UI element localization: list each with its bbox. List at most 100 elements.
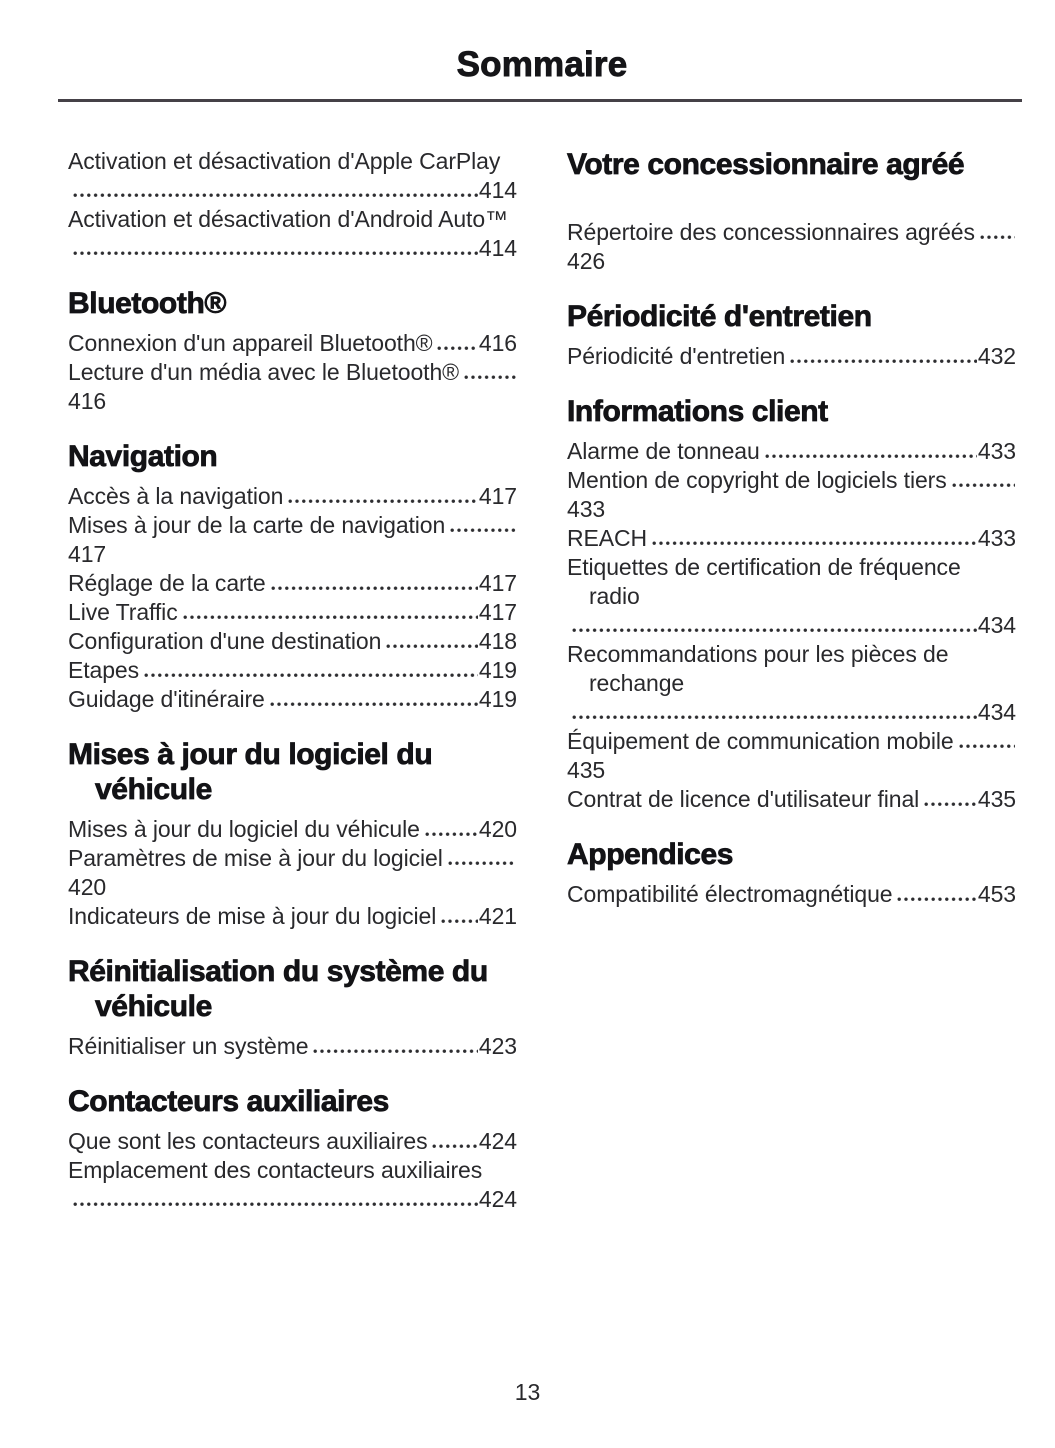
dotted-leader [73,193,478,198]
section-heading: Informations client [567,395,829,429]
toc-section: Contacteurs auxiliaires Que sont les cont… [68,1084,518,1214]
toc-section: Mises à jour du logiciel du véhicule Mise… [68,737,518,931]
entry-label: Activation et désactivation d'Apple CarP… [68,148,501,174]
entry-label: Réinitialiser un système [68,1033,309,1059]
toc-entry: Activation et désactivation d'Android Au… [68,205,517,263]
toc-entry: Mises à jour du logiciel du véhicule 420 [68,815,517,844]
toc-entry: Mention de copyright de logiciels tiers 4… [567,466,1016,524]
dotted-leader [270,586,478,591]
toc-column-left: Activation et désactivation d'Apple CarP… [68,147,518,1214]
entry-page-number: 419 [478,686,517,712]
section-entries: Compatibilité électromagnétique 453 [567,880,1016,909]
entry-page-number: 418 [478,628,517,654]
toc-column-right: Votre concessionnaire agréé Répertoire de… [567,147,1017,1214]
toc-section: Informations client Alarme de tonneau 433 M… [567,394,1017,814]
toc-entry: Indicateurs de mise à jour du logiciel 42… [68,902,517,931]
toc-entry: Mises à jour de la carte de navigation 41… [68,511,517,569]
dotted-leader [652,541,977,546]
dotted-leader [979,235,1015,240]
dotted-leader [951,483,1015,488]
entry-page-number: 420 [478,816,517,842]
dotted-leader [432,1144,478,1149]
dotted-leader [288,499,478,504]
entry-page-number: 420 [68,874,107,900]
toc-entry: Connexion d'un appareil Bluetooth® 416 [68,329,517,358]
toc-entry: REACH 433 [567,524,1016,553]
toc-entry: Emplacement des contacteurs auxiliaires 4… [68,1156,517,1214]
toc-entry: Équipement de communication mobile 435 [567,727,1016,785]
dotted-leader [764,454,977,459]
section-heading: Navigation [68,440,219,474]
section-entries: Activation et désactivation d'Apple CarP… [68,147,517,263]
toc-section: Appendices Compatibilité électromagnétiqu… [567,837,1017,909]
toc-entry: Etiquettes de certification de fréquence… [567,553,1016,640]
toc-columns: Activation et désactivation d'Apple CarP… [68,147,1017,1214]
entry-label: Emplacement des contacteurs auxiliaires [68,1157,483,1183]
toc-section: Votre concessionnaire agréé Répertoire de… [567,147,1016,276]
dotted-leader [447,861,516,866]
dotted-leader [424,832,478,837]
toc-section: Réinitialisation du système du véhicule R… [68,954,518,1061]
section-heading: Appendices [567,838,734,872]
dotted-leader [897,897,977,902]
entry-page-number: 434 [977,699,1016,725]
entry-label: Équipement de communication mobile [567,728,954,754]
entry-page-number: 433 [977,438,1016,464]
entry-label: Répertoire des concessionnaires agréés [567,219,975,245]
dotted-leader [958,744,1015,749]
entry-label: Etiquettes de certification de fréquence… [567,554,961,609]
section-heading: Réinitialisation du système du véhicule [68,955,489,1024]
toc-entry: Alarme de tonneau 433 [567,437,1016,466]
page-title: Sommaire [456,45,628,85]
entry-label: Configuration d'une destination [68,628,382,654]
toc-entry: Configuration d'une destination 418 [68,627,517,656]
dotted-leader [924,802,977,807]
toc-entry: Réglage de la carte 417 [68,569,517,598]
entry-page-number: 417 [478,570,517,596]
entry-label: REACH [567,525,648,551]
entry-page-number: 434 [977,612,1016,638]
dotted-leader [441,919,478,924]
toc-entry: Etapes 419 [68,656,517,685]
entry-page-number: 435 [977,786,1016,812]
toc-entry: Compatibilité électromagnétique 453 [567,880,1016,909]
dotted-leader [572,715,977,720]
toc-entry: Activation et désactivation d'Apple CarP… [68,147,517,205]
toc-entry: Répertoire des concessionnaires agréés 42… [567,218,1016,276]
dotted-leader [790,359,977,364]
entry-page-number: 433 [567,496,606,522]
entry-label: Mention de copyright de logiciels tiers [567,467,947,493]
section-entries: Périodicité d'entretien 432 [567,342,1016,371]
entry-page-number: 424 [478,1128,517,1154]
dotted-leader [386,644,478,649]
section-entries: Alarme de tonneau 433 Mention de copyright… [567,437,1016,814]
section-heading: Périodicité d'entretien [567,300,873,334]
section-entries: Que sont les contacteurs auxiliaires 424 E… [68,1127,517,1214]
toc-entry: Live Traffic 417 [68,598,517,627]
entry-label: Périodicité d'entretien [567,343,786,369]
entry-page-number: 426 [567,248,606,274]
entry-page-number: 417 [478,599,517,625]
title-divider [58,99,1022,102]
section-entries: Connexion d'un appareil Bluetooth® 416 Lec… [68,329,517,416]
toc-entry: Que sont les contacteurs auxiliaires 424 [68,1127,517,1156]
dotted-leader [269,702,478,707]
dotted-leader [450,528,516,533]
entry-page-number: 416 [68,388,107,414]
entry-label: Que sont les contacteurs auxiliaires [68,1128,428,1154]
toc-entry: Guidage d'itinéraire 419 [68,685,517,714]
entry-label: Etapes [68,657,140,683]
entry-label: Lecture d'un média avec le Bluetooth® [68,359,459,385]
entry-page-number: 417 [478,483,517,509]
entry-label: Activation et désactivation d'Android Au… [68,206,508,232]
toc-section: Activation et désactivation d'Apple CarP… [68,147,517,263]
entry-page-number: 453 [977,881,1016,907]
entry-page-number: 417 [68,541,107,567]
section-heading: Mises à jour du logiciel du véhicule [68,738,433,807]
entry-label: Paramètres de mise à jour du logiciel [68,845,443,871]
toc-entry: Paramètres de mise à jour du logiciel 420 [68,844,517,902]
toc-entry: Lecture d'un média avec le Bluetooth® 416 [68,358,517,416]
entry-label: Connexion d'un appareil Bluetooth® [68,330,433,356]
entry-label: Guidage d'itinéraire [68,686,265,712]
